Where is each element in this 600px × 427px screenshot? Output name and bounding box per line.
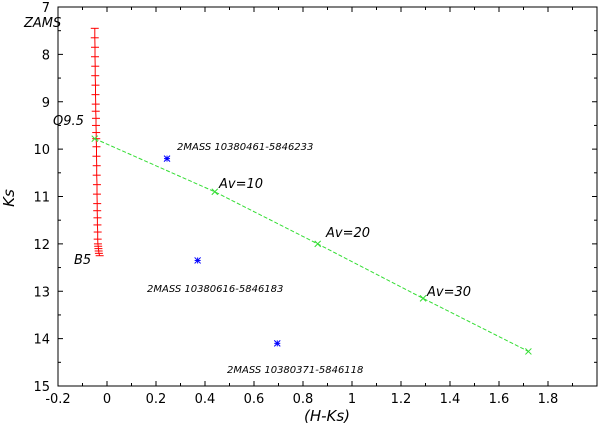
cross-stroke: [91, 135, 99, 143]
y-tick-label: 8: [42, 48, 50, 63]
y-tick-label: 10: [33, 143, 50, 158]
reddening-vector-point: [211, 188, 219, 196]
spectral-label-b5: B5: [74, 253, 91, 268]
cross-stroke: [314, 240, 322, 248]
star-label-2: 2MASS 10380616-5846183: [147, 284, 283, 295]
cross-stroke: [419, 295, 427, 302]
spectral-label-o9-5: O9.5: [53, 114, 84, 129]
x-tick-label: 1: [348, 392, 356, 407]
x-tick-label: -0.2: [45, 392, 70, 407]
reddening-vector-line: [94, 138, 529, 352]
x-tick-label: 0.8: [293, 392, 314, 407]
reddening-vector-point: [91, 135, 99, 143]
y-tick-label: 15: [33, 380, 50, 395]
reddening-vector-layer: [91, 135, 532, 355]
star-point: [273, 340, 281, 347]
x-tick-label: 1.2: [391, 392, 412, 407]
x-tick-label: 0.4: [195, 392, 216, 407]
x-tick-label: 0.6: [244, 392, 265, 407]
x-axis-ticks: -0.2 0 0.2 0.4 0.6 0.8 1 1.2 1.4 1.6 1.8: [45, 7, 573, 407]
x-tick-label: 0.2: [146, 392, 167, 407]
y-tick-label: 9: [42, 96, 50, 111]
x-axis-title: (H-Ks): [304, 407, 350, 425]
x-tick-label: 0: [103, 392, 111, 407]
zams-layer: [90, 27, 104, 257]
y-axis-title: Ks: [0, 189, 18, 207]
y-tick-label: 11: [33, 191, 50, 206]
star-point: [163, 155, 171, 162]
star-label-1: 2MASS 10380461-5846233: [177, 142, 313, 153]
x-tick-label: 1.6: [489, 392, 510, 407]
y-tick-label: 13: [33, 285, 50, 300]
av-label-10: Av=10: [218, 177, 263, 192]
star-label-3: 2MASS 10380371-5846118: [227, 365, 363, 376]
y-tick-label: 7: [42, 1, 50, 16]
av-label-20: Av=20: [325, 226, 370, 241]
y-axis-ticks: 7 8 9 10 11 12 13 14 15: [33, 1, 597, 395]
reddening-vector-point: [314, 240, 322, 248]
cross-stroke: [211, 188, 219, 196]
star-point: [194, 257, 202, 264]
zams-label: ZAMS: [23, 16, 61, 31]
x-tick-label: 1.4: [440, 392, 461, 407]
x-tick-label: 1.8: [538, 392, 559, 407]
reddening-vector-point: [419, 295, 427, 302]
y-tick-label: 12: [33, 238, 50, 253]
zams-line: [94, 28, 101, 256]
cross-stroke: [525, 348, 532, 355]
reddening-vector-point: [525, 348, 532, 355]
y-tick-label: 14: [33, 333, 50, 348]
plot-frame: [57, 6, 598, 387]
av-label-30: Av=30: [426, 285, 471, 300]
stars-layer: [163, 155, 281, 347]
